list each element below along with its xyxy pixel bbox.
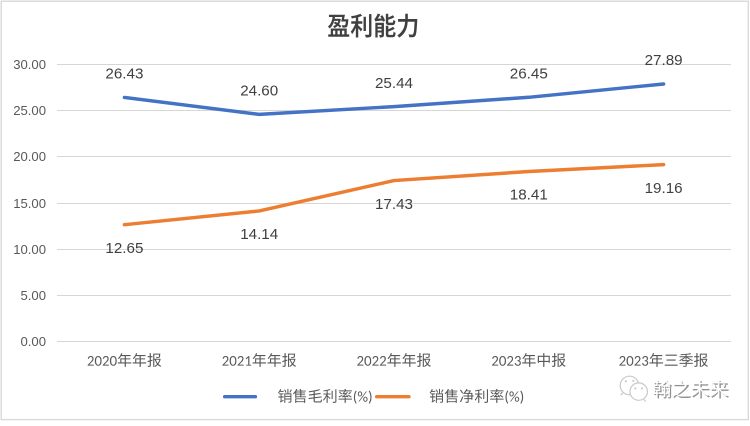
svg-text:30.00: 30.00 (13, 57, 46, 72)
svg-text:10.00: 10.00 (13, 242, 46, 257)
svg-text:20.00: 20.00 (13, 149, 46, 164)
svg-text:5.00: 5.00 (21, 288, 46, 303)
svg-text:25.00: 25.00 (13, 103, 46, 118)
svg-text:25.44: 25.44 (375, 75, 413, 92)
svg-text:26.43: 26.43 (105, 66, 143, 83)
svg-text:12.65: 12.65 (105, 240, 143, 257)
svg-text:19.16: 19.16 (645, 180, 683, 197)
svg-text:15.00: 15.00 (13, 196, 46, 211)
svg-text:26.45: 26.45 (510, 66, 548, 83)
svg-text:24.60: 24.60 (240, 83, 278, 100)
svg-text:0.00: 0.00 (21, 334, 46, 349)
svg-text:18.41: 18.41 (510, 187, 548, 204)
svg-text:14.14: 14.14 (240, 226, 278, 243)
svg-text:27.89: 27.89 (645, 52, 683, 69)
svg-text:17.43: 17.43 (375, 196, 413, 213)
